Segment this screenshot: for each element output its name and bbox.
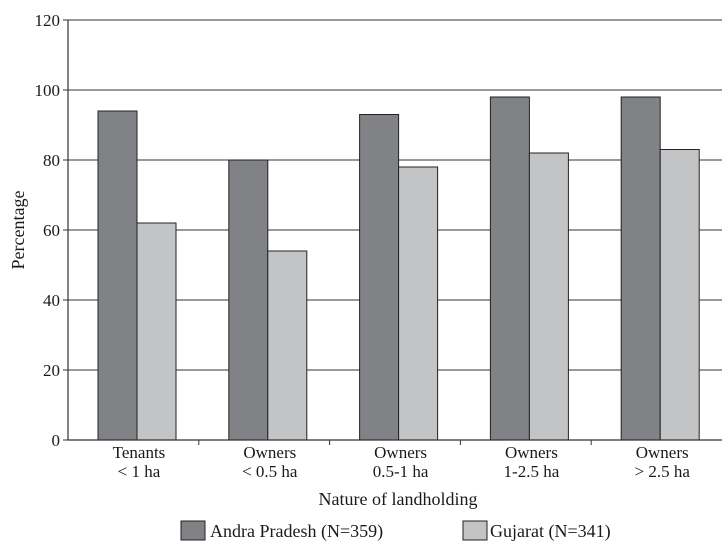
legend-label: Andra Pradesh (N=359) — [210, 521, 383, 542]
axes — [63, 19, 722, 445]
legend: Andra Pradesh (N=359) Gujarat (N=341) — [180, 520, 611, 542]
y-tick-label: 20 — [43, 361, 60, 380]
bar-andra-pradesh — [489, 96, 530, 441]
bar-gujarat — [136, 222, 177, 441]
x-axis-title: Nature of landholding — [319, 489, 478, 509]
x-category-label: < 0.5 ha — [242, 462, 298, 481]
x-category-label: Owners — [243, 443, 296, 462]
y-tick-label: 40 — [43, 291, 60, 310]
y-tick-label: 60 — [43, 221, 60, 240]
bar-andra-pradesh — [97, 110, 138, 441]
legend-label: Gujarat (N=341) — [490, 521, 611, 542]
bar-gujarat — [659, 149, 700, 441]
x-category-label: Tenants — [113, 443, 166, 462]
bar-gujarat — [267, 250, 308, 441]
x-category-label: Owners — [374, 443, 427, 462]
legend-swatch — [180, 520, 206, 541]
tick-labels: 0 20 40 60 80 100 120 — [35, 11, 61, 450]
x-category-label: 0.5-1 ha — [373, 462, 429, 481]
x-category-label: > 2.5 ha — [635, 462, 691, 481]
bars — [97, 96, 700, 441]
x-category-label: Owners — [505, 443, 558, 462]
x-category-label: 1-2.5 ha — [504, 462, 560, 481]
bar-gujarat — [398, 166, 439, 441]
bar-gujarat — [528, 152, 569, 441]
x-category-label: Owners — [636, 443, 689, 462]
bar-andra-pradesh — [620, 96, 661, 441]
bar-andra-pradesh — [359, 114, 400, 441]
y-axis-title: Percentage — [8, 191, 28, 270]
y-tick-label: 80 — [43, 151, 60, 170]
y-tick-label: 100 — [35, 81, 61, 100]
legend-swatch — [462, 520, 488, 541]
bar-andra-pradesh — [228, 159, 269, 441]
y-tick-label: 0 — [52, 431, 61, 450]
x-category-label: < 1 ha — [118, 462, 161, 481]
y-tick-label: 120 — [35, 11, 61, 30]
